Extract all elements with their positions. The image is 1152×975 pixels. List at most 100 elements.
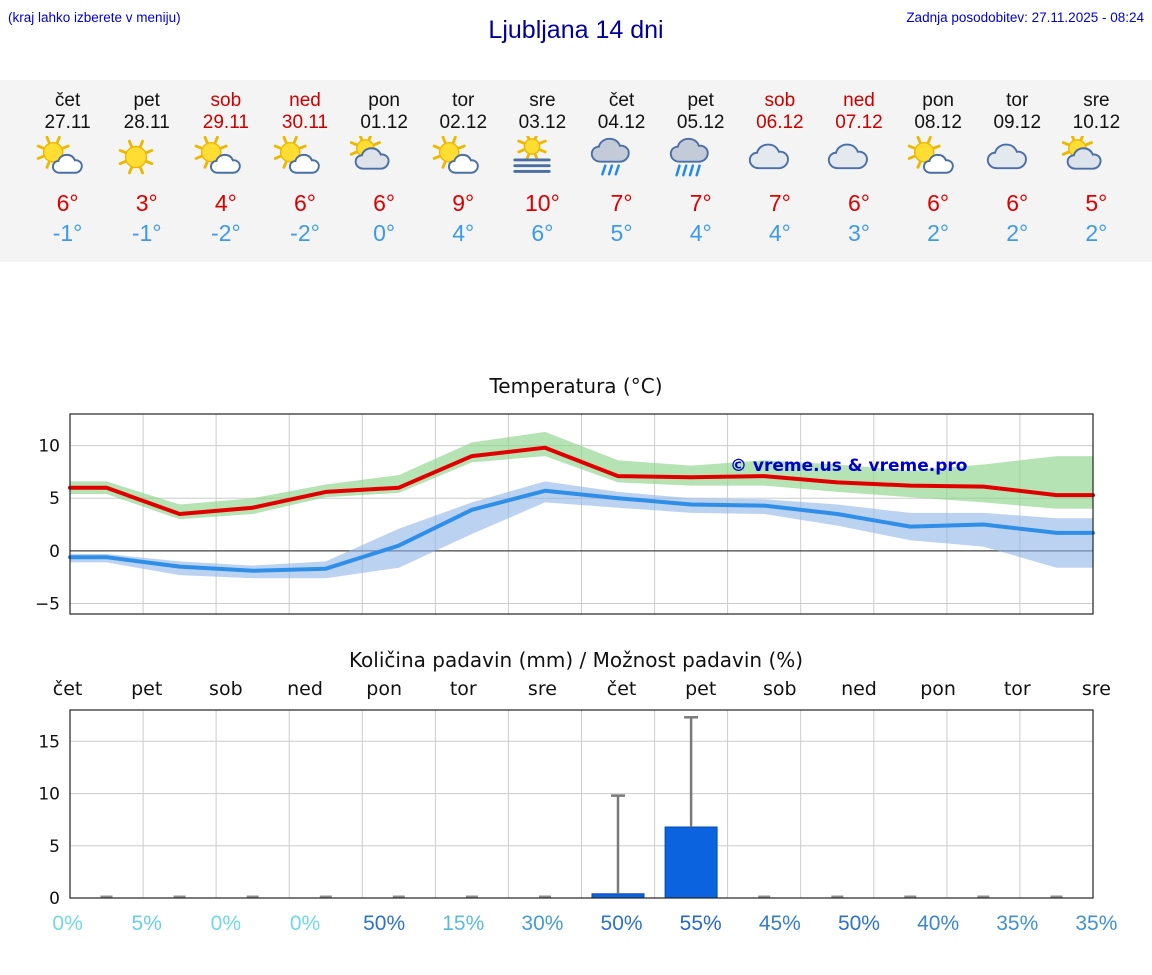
weather-icon-wrap <box>1057 136 1136 184</box>
high-temp: 3° <box>135 190 158 216</box>
sun-small-cloud-icon <box>907 136 954 174</box>
forecast-day-02.12[interactable]: tor 02.12 9° 4° <box>424 90 503 246</box>
day-date: 08.12 <box>914 112 962 133</box>
forecast-day-10.12[interactable]: sre 10.12 5° 2° <box>1057 90 1136 246</box>
temperature-chart: −5 0 5 10 © vreme.us & vreme.pro <box>35 413 1095 615</box>
day-date: 30.11 <box>281 112 329 133</box>
low-temp: 6° <box>531 220 554 246</box>
high-temp: 4° <box>214 190 237 216</box>
svg-text:5: 5 <box>49 837 60 857</box>
svg-text:5: 5 <box>49 489 60 509</box>
weather-icon-wrap <box>582 136 661 184</box>
day-name: pet <box>133 90 160 111</box>
precip-day-label: pet <box>131 678 163 700</box>
day-date: 01.12 <box>360 112 408 133</box>
high-temp: 6° <box>847 190 870 216</box>
forecast-day-05.12[interactable]: pet 05.12 7° 4° <box>661 90 740 246</box>
day-name: sob <box>764 90 796 111</box>
cloudy-icon <box>749 143 790 170</box>
day-name: ned <box>289 90 321 111</box>
day-name: tor <box>452 90 475 111</box>
precip-day-label: pon <box>920 678 956 700</box>
low-temp: 0° <box>373 220 396 246</box>
watermark-link[interactable]: © vreme.us & vreme.pro <box>730 456 967 476</box>
temperature-chart-container: −5 0 5 10 © vreme.us & vreme.pro <box>0 402 1152 642</box>
high-temp: 9° <box>452 190 475 216</box>
day-name: čet <box>54 90 81 111</box>
weather-icon-wrap <box>107 136 186 184</box>
forecast-day-01.12[interactable]: pon 01.12 6° 0° <box>345 90 424 246</box>
day-date: 09.12 <box>993 112 1042 133</box>
day-date: 05.12 <box>676 112 725 133</box>
precip-probability-label: 50% <box>600 912 643 935</box>
day-name: tor <box>1006 90 1029 111</box>
day-date: 28.11 <box>123 112 170 133</box>
forecast-day-28.11[interactable]: pet 28.11 3° -1° <box>107 90 186 246</box>
low-temp: 3° <box>847 220 870 246</box>
precip-day-label: pet <box>685 678 717 700</box>
high-temp: 10° <box>525 190 560 216</box>
heavy-rain-icon <box>669 137 709 177</box>
forecast-day-06.12[interactable]: sob 06.12 7° 4° <box>740 90 819 246</box>
day-date: 10.12 <box>1072 112 1121 133</box>
forecast-day-03.12[interactable]: sre 03.12 10° 6° <box>503 90 582 246</box>
weather-icon-wrap <box>819 136 898 184</box>
sun-small-cloud-icon <box>36 136 83 174</box>
low-temp: -2° <box>290 220 320 246</box>
precip-probability-label: 50% <box>363 912 406 935</box>
precip-probability-label: 50% <box>837 912 880 935</box>
precip-day-label: sob <box>209 678 243 700</box>
precip-probability-label: 35% <box>1075 912 1118 935</box>
weather-icon-wrap <box>265 136 344 184</box>
precip-day-label: tor <box>449 678 477 700</box>
precip-day-label: ned <box>287 678 323 700</box>
forecast-day-09.12[interactable]: tor 09.12 6° 2° <box>978 90 1057 246</box>
precip-probability-row: 0% 5% 0% 0% 50% 15% 30% 50% 55% 45% 50% 40% 35% 35% <box>0 907 1152 939</box>
day-name: sre <box>529 90 556 111</box>
precip-day-label: tor <box>1003 678 1031 700</box>
precip-day-label: čet <box>52 678 83 700</box>
low-temp: -1° <box>52 220 83 246</box>
precip-probability-label: 5% <box>131 912 162 935</box>
precip-chart-container: 0 5 10 15 <box>0 702 1152 907</box>
precip-probability-label: 0% <box>210 912 242 935</box>
day-date: 03.12 <box>518 112 567 133</box>
day-date: 04.12 <box>597 112 646 133</box>
weather-icon-wrap <box>899 136 978 184</box>
svg-text:0: 0 <box>49 889 60 907</box>
svg-text:10: 10 <box>38 437 60 457</box>
weather-icon-wrap <box>28 136 107 184</box>
page-header: (kraj lahko izberete v meniju) Ljubljana… <box>0 0 1152 50</box>
forecast-day-04.12[interactable]: čet 04.12 7° 5° <box>582 90 661 246</box>
sun-icon <box>118 139 154 175</box>
cloudy-icon <box>986 143 1027 170</box>
cloud-sun-icon <box>349 136 390 170</box>
day-name: pon <box>368 90 400 111</box>
high-temp: 5° <box>1085 190 1108 216</box>
weather-icon-wrap <box>740 136 819 184</box>
low-temp: 5° <box>610 220 633 246</box>
precip-probability-label: 45% <box>758 912 801 935</box>
low-temp: 2° <box>1085 220 1108 246</box>
high-temp: 7° <box>768 190 791 216</box>
high-temp: 6° <box>1006 190 1029 216</box>
day-name: sob <box>210 90 242 111</box>
svg-text:0: 0 <box>49 542 60 562</box>
low-temp: 4° <box>768 220 791 246</box>
forecast-day-08.12[interactable]: pon 08.12 6° 2° <box>899 90 978 246</box>
spacer <box>0 262 1152 374</box>
weather-icon-wrap <box>661 136 740 184</box>
day-name: ned <box>843 90 875 111</box>
forecast-day-29.11[interactable]: sob 29.11 4° -2° <box>186 90 265 246</box>
high-temp: 6° <box>373 190 396 216</box>
forecast-day-27.11[interactable]: čet 27.11 6° -1° <box>28 90 107 246</box>
forecast-day-07.12[interactable]: ned 07.12 6° 3° <box>819 90 898 246</box>
forecast-day-30.11[interactable]: ned 30.11 6° -2° <box>265 90 344 246</box>
high-temp: 6° <box>56 190 79 216</box>
sun-small-cloud-icon <box>195 136 242 174</box>
cloudy-icon <box>828 143 869 170</box>
low-temp: -2° <box>211 220 241 246</box>
day-date: 02.12 <box>439 112 488 133</box>
last-update: Zadnja posodobitev: 27.11.2025 - 08:24 <box>906 10 1144 25</box>
day-name: čet <box>608 90 635 111</box>
